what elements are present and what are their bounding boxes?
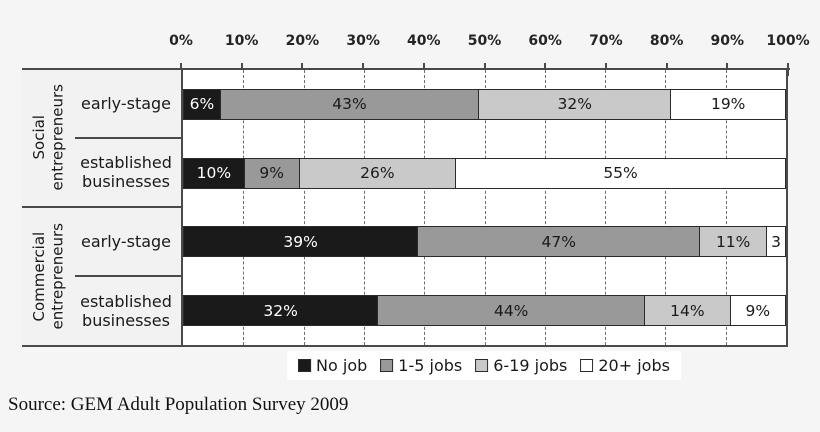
stacked-bar: 10% 9% 26% 55% xyxy=(183,157,786,189)
axis-tick-mark xyxy=(362,63,365,76)
bar-segment: 19% xyxy=(670,88,786,120)
row-label: early-stage xyxy=(75,70,181,139)
group-rows: early-stage established businesses xyxy=(75,70,181,206)
bar-segment: 26% xyxy=(298,157,457,189)
chart-body: Social entrepreneurs early-stage establish… xyxy=(22,70,788,347)
gridline xyxy=(665,70,667,345)
axis-tick-label: 100% xyxy=(766,33,810,49)
group-rows: early-stage established businesses xyxy=(75,208,181,346)
axis-tick-mark xyxy=(726,63,729,76)
axis-tick-marks xyxy=(180,63,789,76)
bar-segment: 10% xyxy=(183,157,245,189)
gridline xyxy=(725,70,727,345)
axis-tick-label: 40% xyxy=(407,33,441,49)
legend-label: 6-19 jobs xyxy=(493,356,568,375)
bar-segment: 6% xyxy=(183,88,221,120)
bar-segment: 44% xyxy=(377,295,646,327)
legend-swatch xyxy=(298,359,312,372)
gridline xyxy=(605,70,607,345)
bar-segment: 9% xyxy=(243,157,300,189)
bar-rows: 6% 43% 32% 19% 10% 9% 26% 55% 39% 47% 11% 3 32% 44% 14… xyxy=(183,70,786,345)
axis-tick-mark xyxy=(422,63,425,76)
row-label: established businesses xyxy=(80,152,172,192)
bar-segment: 43% xyxy=(219,88,480,120)
axis-tick-mark xyxy=(301,63,304,76)
legend-swatch xyxy=(580,359,594,372)
bar-segment: 47% xyxy=(417,226,701,258)
row-label: early-stage xyxy=(75,208,181,278)
legend-item: 1-5 jobs xyxy=(380,356,462,375)
axis-tick-mark xyxy=(665,63,668,76)
stacked-bar: 32% 44% 14% 9% xyxy=(183,295,786,327)
legend-label: 20+ jobs xyxy=(598,356,670,375)
bar-row: 32% 44% 14% 9% xyxy=(183,276,786,345)
group-label: Social entrepreneurs xyxy=(29,84,67,192)
gridline xyxy=(243,70,245,345)
legend-label: No job xyxy=(316,356,368,375)
axis-tick-mark xyxy=(544,63,547,76)
axis-tick-mark xyxy=(604,63,607,76)
axis-tick-label: 10% xyxy=(224,33,259,49)
stacked-bar: 39% 47% 11% 3 xyxy=(183,226,786,258)
axis-tick-label: 30% xyxy=(346,33,380,49)
axis-tick-label: 70% xyxy=(589,33,623,49)
axis-tick-mark xyxy=(483,63,486,76)
axis-tick-label: 60% xyxy=(528,33,562,49)
axis-tick-label: 80% xyxy=(649,33,684,49)
axis-tick-mark xyxy=(787,63,789,76)
axis-line xyxy=(22,68,790,70)
row-label: established businesses xyxy=(80,291,172,331)
axis-tick-mark xyxy=(180,63,182,76)
axis-tick-labels: 0% 10% 20% 30% 40% 50% 60% 70% 80% 90% 100% xyxy=(169,33,810,53)
bar-row: 10% 9% 26% 55% xyxy=(183,139,786,208)
axis-tick-mark xyxy=(240,63,243,76)
gridline xyxy=(303,70,305,345)
bar-segment: 9% xyxy=(729,295,786,327)
group-label: Commercial entrepreneurs xyxy=(29,223,67,330)
category-group: Commercial entrepreneurs early-stage estab… xyxy=(22,208,181,346)
gridline xyxy=(363,70,365,345)
category-label-panel: Social entrepreneurs early-stage establish… xyxy=(22,70,181,347)
bar-segment: 14% xyxy=(644,295,731,327)
stacked-bar: 6% 43% 32% 19% xyxy=(183,88,786,120)
gridline xyxy=(424,70,426,345)
bar-segment: 39% xyxy=(183,226,419,258)
bar-segment: 55% xyxy=(455,157,786,189)
gridline xyxy=(544,70,546,345)
bar-segment: 32% xyxy=(183,295,379,327)
bar-row: 39% 47% 11% 3 xyxy=(183,208,786,277)
legend-item: 20+ jobs xyxy=(580,356,670,375)
bar-segment: 3 xyxy=(766,226,786,258)
bar-segment: 32% xyxy=(478,88,672,120)
axis-tick-label: 50% xyxy=(467,33,502,49)
source-note: Source: GEM Adult Population Survey 2009 xyxy=(8,394,349,415)
gridline xyxy=(484,70,486,345)
category-group: Social entrepreneurs early-stage establish… xyxy=(22,70,181,208)
legend-item: 6-19 jobs xyxy=(475,356,567,375)
legend-swatch xyxy=(475,359,489,372)
legend-label: 1-5 jobs xyxy=(398,356,463,375)
axis-tick-label: 0% xyxy=(169,33,193,49)
plot-area: 6% 43% 32% 19% 10% 9% 26% 55% 39% 47% 11% 3 32% 44% 14… xyxy=(181,70,788,347)
legend-swatch xyxy=(380,359,394,372)
bar-row: 6% 43% 32% 19% xyxy=(183,70,786,139)
axis-tick-label: 20% xyxy=(285,33,320,49)
bar-segment: 11% xyxy=(699,226,768,258)
legend-item: No job xyxy=(298,356,367,375)
chart-legend: No job 1-5 jobs 6-19 jobs 20+ jobs xyxy=(287,351,681,380)
axis-tick-label: 90% xyxy=(710,33,745,49)
